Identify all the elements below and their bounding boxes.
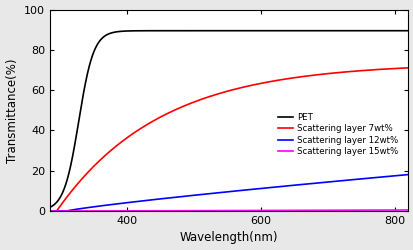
Scattering layer 7wt% <box>405 66 410 69</box>
Scattering layer 15wt% <box>109 210 114 212</box>
Scattering layer 15wt% <box>185 209 190 212</box>
PET <box>405 29 410 32</box>
PET <box>47 206 52 209</box>
Scattering layer 12wt% <box>405 173 410 176</box>
Scattering layer 12wt% <box>398 174 403 177</box>
Scattering layer 15wt% <box>359 208 364 212</box>
Scattering layer 15wt% <box>200 209 205 212</box>
Scattering layer 7wt% <box>200 97 205 100</box>
Scattering layer 7wt% <box>398 67 403 70</box>
Line: PET: PET <box>50 31 408 207</box>
Legend: PET, Scattering layer 7wt%, Scattering layer 12wt%, Scattering layer 15wt%: PET, Scattering layer 7wt%, Scattering l… <box>275 111 400 158</box>
Scattering layer 12wt% <box>47 210 52 212</box>
PET <box>185 29 190 32</box>
Scattering layer 7wt% <box>359 69 364 72</box>
Line: Scattering layer 15wt%: Scattering layer 15wt% <box>50 210 408 211</box>
X-axis label: Wavelength(nm): Wavelength(nm) <box>180 232 278 244</box>
Scattering layer 15wt% <box>398 208 403 212</box>
Scattering layer 15wt% <box>88 210 93 212</box>
Scattering layer 12wt% <box>109 203 114 206</box>
PET <box>109 31 114 34</box>
Scattering layer 12wt% <box>88 206 93 209</box>
Scattering layer 15wt% <box>405 208 410 212</box>
PET <box>349 29 354 32</box>
Y-axis label: Transmittance(%): Transmittance(%) <box>5 58 19 162</box>
Scattering layer 12wt% <box>200 193 205 196</box>
Scattering layer 7wt% <box>185 103 190 106</box>
PET <box>200 29 205 32</box>
Scattering layer 7wt% <box>88 168 93 171</box>
PET <box>398 29 403 32</box>
Scattering layer 12wt% <box>185 194 190 198</box>
Scattering layer 7wt% <box>47 210 52 212</box>
PET <box>360 29 365 32</box>
Line: Scattering layer 12wt%: Scattering layer 12wt% <box>50 174 408 211</box>
Scattering layer 7wt% <box>109 148 114 151</box>
Scattering layer 15wt% <box>47 210 52 212</box>
Scattering layer 12wt% <box>359 177 364 180</box>
PET <box>88 59 93 62</box>
Line: Scattering layer 7wt%: Scattering layer 7wt% <box>50 68 408 211</box>
